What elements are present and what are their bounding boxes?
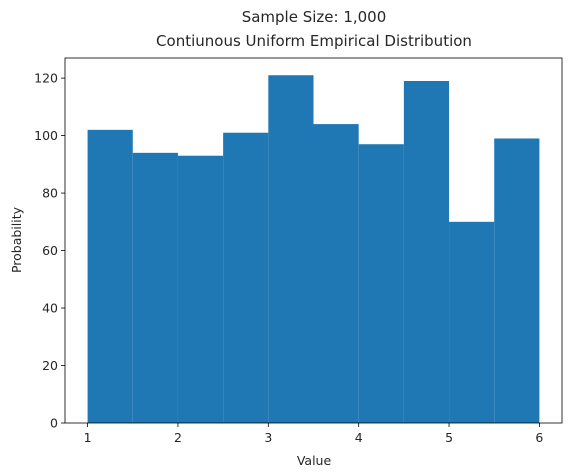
plot-frame (64, 57, 563, 424)
bars-group (87, 75, 540, 424)
y-tick-label: 100 (34, 128, 58, 143)
chart-title-line1: Sample Size: 1,000 (242, 8, 387, 26)
histogram-bar (403, 80, 450, 423)
y-axis-ticks: 0 20 40 60 80 100 120 (34, 71, 65, 431)
x-tick-label: 4 (355, 430, 363, 445)
chart-title-line2: Contiunous Uniform Empirical Distributio… (156, 32, 472, 50)
histogram-bar (223, 132, 269, 423)
histogram-bar (268, 75, 314, 424)
histogram-bar (177, 155, 224, 423)
y-axis-label: Probability (9, 206, 24, 273)
histogram-bar (132, 152, 178, 423)
x-axis-label: Value (297, 453, 332, 468)
histogram-bar (87, 129, 133, 423)
y-tick-label: 40 (42, 301, 58, 316)
x-tick-label: 6 (535, 430, 543, 445)
y-tick-label: 120 (34, 71, 58, 86)
y-tick-label: 0 (50, 416, 58, 431)
histogram-bar (494, 138, 540, 423)
histogram-bar (358, 144, 404, 424)
x-tick-label: 3 (264, 430, 272, 445)
histogram-bar (313, 124, 359, 424)
x-tick-label: 2 (174, 430, 182, 445)
y-tick-label: 60 (42, 243, 58, 258)
x-tick-label: 5 (445, 430, 453, 445)
y-tick-label: 80 (42, 186, 58, 201)
x-axis-ticks: 1 2 3 4 5 6 (84, 423, 543, 445)
y-tick-label: 20 (42, 358, 58, 373)
histogram-bar (449, 221, 495, 423)
x-tick-label: 1 (84, 430, 92, 445)
